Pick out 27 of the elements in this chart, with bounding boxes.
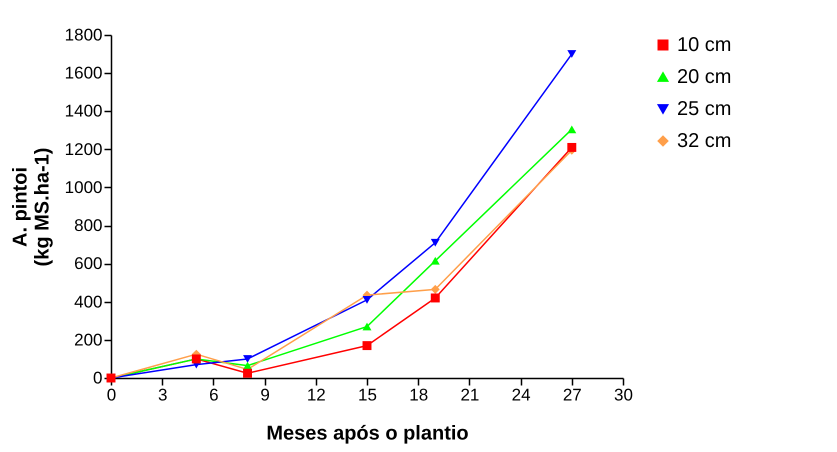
x-tick-label: 9 bbox=[260, 386, 270, 404]
y-tick-label: 1600 bbox=[64, 64, 102, 83]
y-tick-label: 400 bbox=[74, 292, 102, 312]
x-tick-label: 15 bbox=[358, 386, 377, 404]
x-axis-title: Meses após o plantio bbox=[266, 422, 469, 444]
y-tick-label: 1000 bbox=[64, 178, 102, 197]
x-tick-label: 12 bbox=[306, 386, 326, 404]
x-tick-label: 27 bbox=[562, 386, 582, 404]
x-tick-label: 21 bbox=[460, 386, 480, 404]
legend-label: 10 cm bbox=[677, 34, 732, 56]
x-tick-label: 24 bbox=[512, 386, 531, 404]
x-tick-label: 30 bbox=[614, 386, 633, 404]
y-tick-label: 1800 bbox=[64, 26, 102, 44]
y-tick-label: 0 bbox=[93, 368, 102, 388]
y-tick-label: 1200 bbox=[64, 140, 102, 159]
x-tick-label: 18 bbox=[409, 386, 428, 404]
y-axis-title: A. pintoi (kg MS.ha-1) bbox=[10, 148, 54, 266]
y-tick-label: 200 bbox=[74, 330, 102, 350]
y-tick-label: 600 bbox=[74, 254, 102, 274]
x-tick-label: 0 bbox=[106, 386, 116, 404]
y-tick-label: 800 bbox=[74, 216, 102, 236]
y-tick-label: 1400 bbox=[64, 102, 102, 121]
legend-label: 20 cm bbox=[677, 66, 732, 88]
x-tick-label: 3 bbox=[158, 386, 168, 404]
x-tick-label: 6 bbox=[209, 386, 219, 404]
legend-label: 32 cm bbox=[677, 130, 732, 152]
legend-label: 25 cm bbox=[677, 98, 732, 120]
